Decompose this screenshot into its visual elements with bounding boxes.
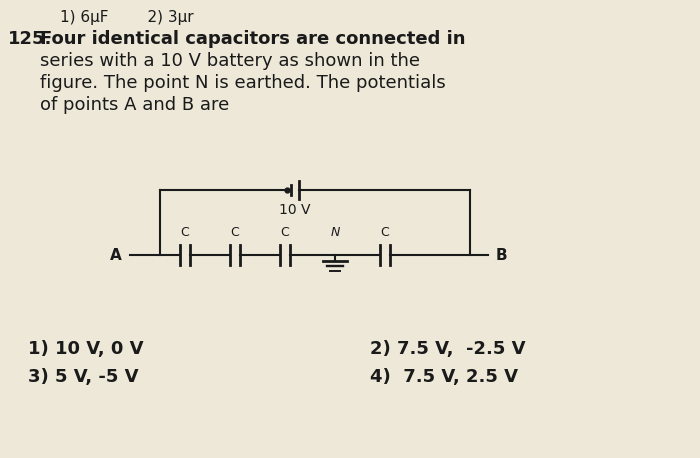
Text: 1) 6μF        2) 3μr: 1) 6μF 2) 3μr [60, 10, 194, 25]
Text: 1) 10 V, 0 V: 1) 10 V, 0 V [28, 340, 144, 358]
Text: Four identical capacitors are connected in: Four identical capacitors are connected … [40, 30, 465, 48]
Text: 3) 5 V, -5 V: 3) 5 V, -5 V [28, 368, 139, 386]
Text: 125.: 125. [8, 30, 52, 48]
Text: N: N [330, 226, 340, 239]
Text: 4)  7.5 V, 2.5 V: 4) 7.5 V, 2.5 V [370, 368, 518, 386]
Text: 2) 7.5 V,  -2.5 V: 2) 7.5 V, -2.5 V [370, 340, 526, 358]
Text: C: C [181, 226, 190, 239]
Text: figure. The point N is earthed. The potentials: figure. The point N is earthed. The pote… [40, 74, 446, 92]
Text: B: B [496, 247, 507, 262]
Text: C: C [281, 226, 289, 239]
Text: series with a 10 V battery as shown in the: series with a 10 V battery as shown in t… [40, 52, 420, 70]
Text: C: C [230, 226, 239, 239]
Text: A: A [111, 247, 122, 262]
Text: C: C [381, 226, 389, 239]
Text: of points A and B are: of points A and B are [40, 96, 230, 114]
Text: 10 V: 10 V [279, 203, 311, 217]
